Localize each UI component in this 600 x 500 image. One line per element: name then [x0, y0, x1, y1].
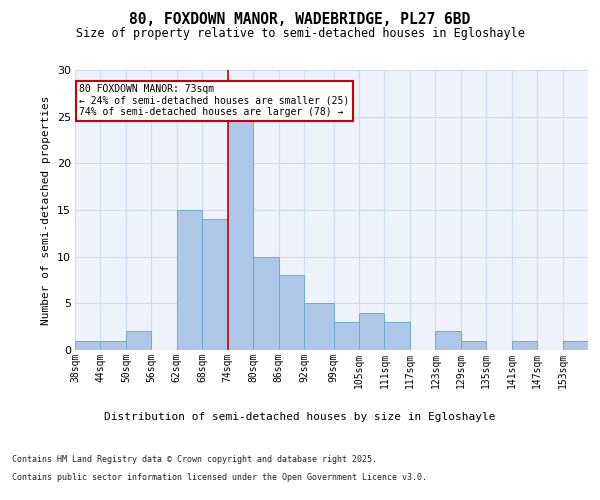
- Text: 80, FOXDOWN MANOR, WADEBRIDGE, PL27 6BD: 80, FOXDOWN MANOR, WADEBRIDGE, PL27 6BD: [130, 12, 470, 28]
- Text: Contains public sector information licensed under the Open Government Licence v3: Contains public sector information licen…: [12, 472, 427, 482]
- Bar: [75, 340, 100, 350]
- Text: Size of property relative to semi-detached houses in Egloshayle: Size of property relative to semi-detach…: [76, 28, 524, 40]
- Bar: [359, 312, 385, 350]
- Bar: [304, 304, 334, 350]
- Text: Distribution of semi-detached houses by size in Egloshayle: Distribution of semi-detached houses by …: [104, 412, 496, 422]
- Bar: [227, 116, 253, 350]
- Text: Contains HM Land Registry data © Crown copyright and database right 2025.: Contains HM Land Registry data © Crown c…: [12, 455, 377, 464]
- Bar: [461, 340, 486, 350]
- Bar: [126, 332, 151, 350]
- Y-axis label: Number of semi-detached properties: Number of semi-detached properties: [41, 95, 51, 325]
- Bar: [100, 340, 126, 350]
- Bar: [278, 276, 304, 350]
- Bar: [177, 210, 202, 350]
- Bar: [563, 340, 588, 350]
- Bar: [334, 322, 359, 350]
- Text: 80 FOXDOWN MANOR: 73sqm
← 24% of semi-detached houses are smaller (25)
74% of se: 80 FOXDOWN MANOR: 73sqm ← 24% of semi-de…: [79, 84, 349, 117]
- Bar: [436, 332, 461, 350]
- Bar: [512, 340, 537, 350]
- Bar: [385, 322, 410, 350]
- Bar: [253, 256, 278, 350]
- Bar: [202, 220, 227, 350]
